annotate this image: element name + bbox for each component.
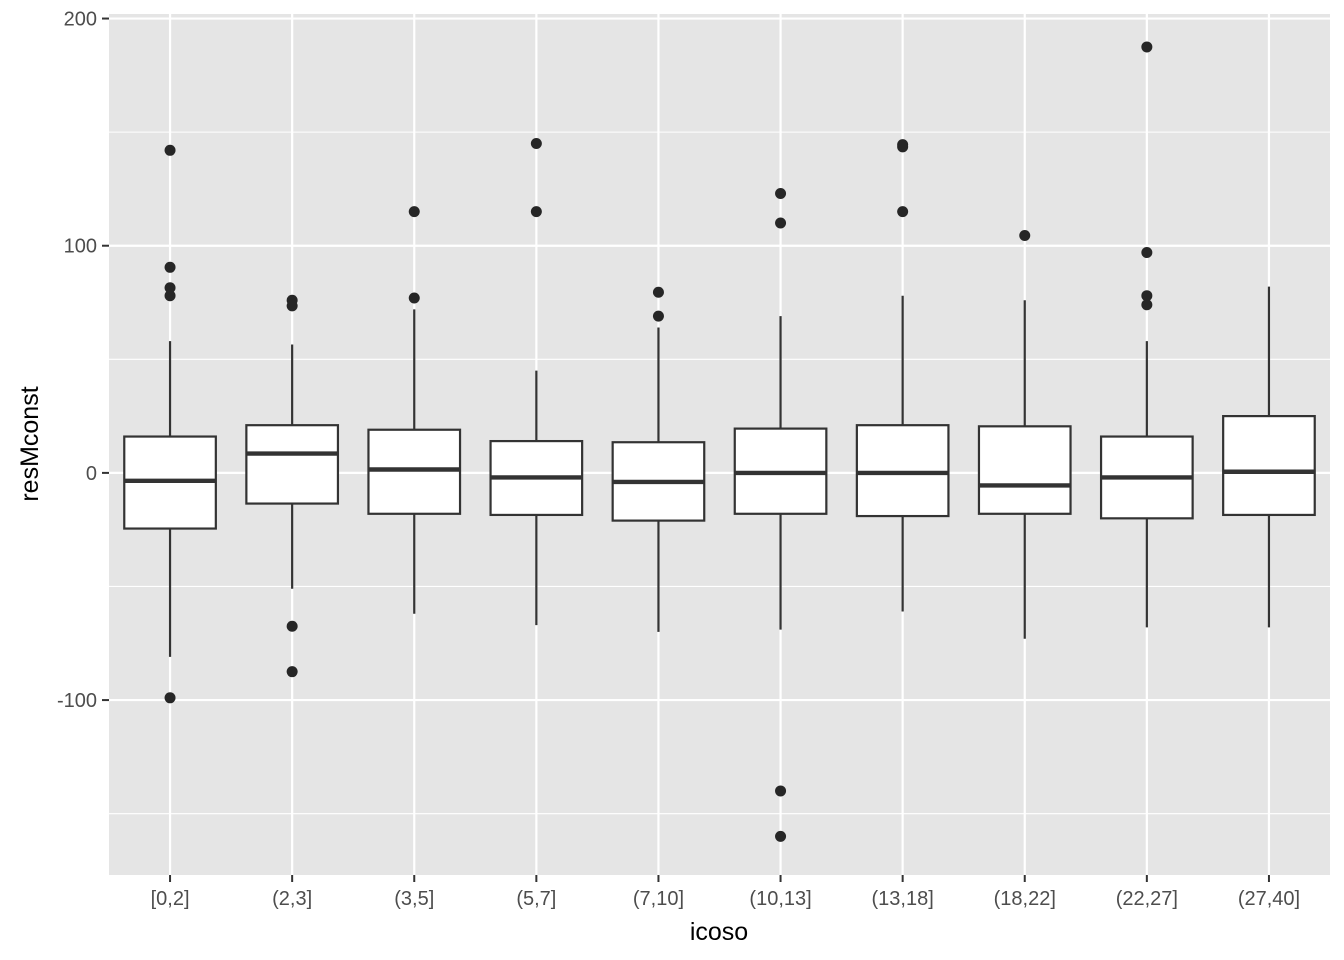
box-iqr: [977, 425, 1072, 515]
outlier-point: [408, 206, 420, 218]
outlier-point: [286, 300, 298, 312]
outlier-point: [164, 282, 176, 294]
outlier-point: [164, 144, 176, 156]
box-iqr: [1222, 415, 1316, 517]
x-tick-label: (22,27]: [1116, 888, 1178, 910]
outlier-point: [164, 290, 176, 302]
outlier-point: [775, 187, 787, 199]
box-group: [855, 139, 950, 612]
box-group: [245, 294, 340, 678]
outlier-point: [775, 830, 787, 842]
outlier-point: [1141, 299, 1153, 311]
x-tick-label: (3,5]: [394, 888, 434, 910]
outlier-point: [897, 141, 909, 153]
outlier-point: [1141, 41, 1153, 53]
y-tick-label: -100: [57, 690, 97, 712]
y-tick-label: 200: [64, 9, 97, 31]
box-group: [1222, 286, 1316, 628]
x-axis-title: icoso: [690, 918, 748, 946]
box-group: [367, 206, 462, 614]
outlier-point: [1141, 247, 1153, 259]
outlier-point: [775, 785, 787, 797]
box-group: [733, 187, 828, 842]
outlier-point: [775, 217, 787, 229]
x-tick-label: (5,7]: [516, 888, 556, 910]
x-tick-label: (7,10]: [633, 888, 684, 910]
outlier-point: [286, 620, 298, 632]
x-tick-label: [0,2]: [151, 888, 190, 910]
box-iqr: [367, 428, 462, 515]
outlier-point: [1019, 229, 1031, 241]
outlier-point: [286, 666, 298, 678]
box-series: [123, 41, 1316, 842]
x-axis: [0,2] (2,3] (3,5] (5,7] (7,10] (10,13] (13,18]…: [151, 875, 1300, 910]
minor-gridlines: [109, 131, 1330, 815]
box-iqr: [245, 424, 340, 505]
outlier-point: [530, 206, 542, 218]
y-axis-title: resMconst: [16, 386, 44, 501]
x-tick-label: (27,40]: [1238, 888, 1300, 910]
box-group: [123, 144, 217, 704]
outlier-point: [164, 261, 176, 273]
box-group: [611, 286, 706, 632]
box-group: [977, 229, 1072, 639]
outlier-point: [408, 292, 420, 304]
outlier-point: [897, 206, 909, 218]
outlier-point: [652, 310, 664, 322]
y-tick-label: 0: [86, 463, 97, 485]
outlier-point: [164, 692, 176, 704]
y-tick-label: 100: [64, 236, 97, 258]
x-tick-label: (18,22]: [994, 888, 1056, 910]
x-tick-label: (13,18]: [872, 888, 934, 910]
box-iqr: [855, 424, 950, 518]
box-group: [489, 137, 584, 626]
outlier-point: [530, 137, 542, 149]
y-axis: -100 0 100 200: [57, 9, 109, 712]
outlier-point: [652, 286, 664, 298]
x-tick-label: (10,13]: [749, 888, 811, 910]
box-group: [1099, 41, 1194, 628]
outlier-point: [1141, 290, 1153, 302]
x-tick-label: (2,3]: [272, 888, 312, 910]
